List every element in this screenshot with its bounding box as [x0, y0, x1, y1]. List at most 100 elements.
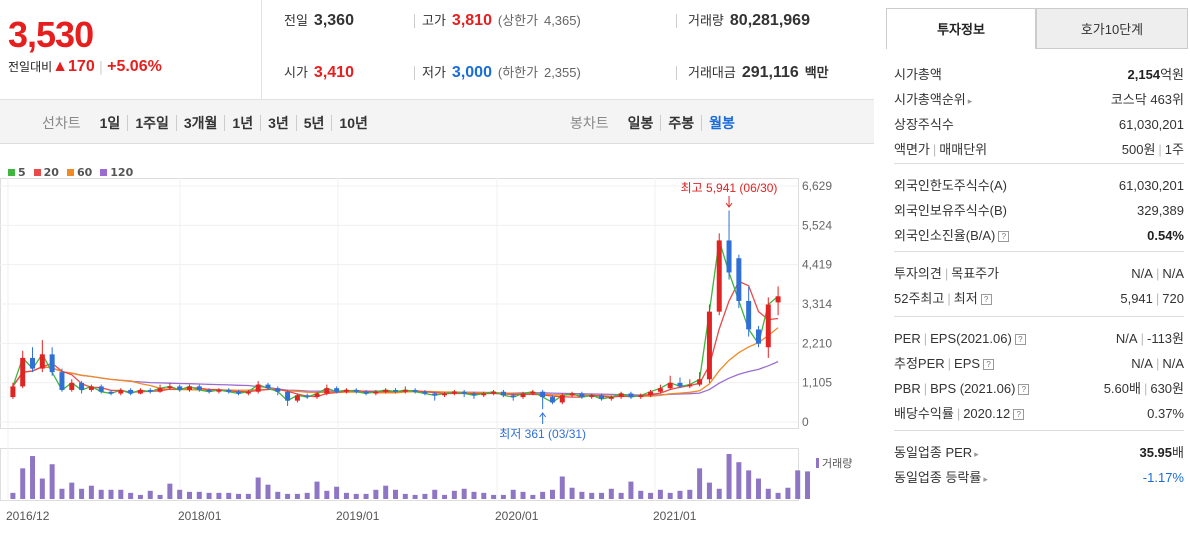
legend-swatch [66, 169, 74, 176]
valuation-section: PER | EPS(2021.06)? N/A | -113원 추정PER | EPS? N… [894, 326, 1184, 426]
candle-body [559, 395, 565, 403]
line-chart-periods: 선차트 1일 1주일 3개월 1년 3년 5년 10년 [42, 113, 375, 133]
volume-bar [118, 489, 124, 499]
volume-bar [451, 490, 457, 499]
help-icon[interactable]: ? [980, 294, 992, 305]
line-period-2[interactable]: 3개월 [175, 115, 225, 131]
open-price: 시가 3,410 [284, 64, 354, 81]
stock-chart[interactable]: 5 20 60 120 6,629 5,524 4,419 3,314 2,210 1,105 0… [0, 152, 874, 539]
foreign-limit-row: 외국인한도주식수(A) 61,030,201 [894, 178, 1184, 193]
candle-body [500, 391, 506, 396]
chevron-right-icon[interactable]: ▸ [983, 474, 988, 484]
candle-body [177, 386, 183, 390]
help-icon[interactable]: ? [1013, 409, 1025, 420]
candle-body [716, 240, 722, 312]
volume-bar [775, 492, 781, 499]
volume-bar [334, 486, 340, 499]
tab-order-book[interactable]: 호가10단계 [1036, 8, 1188, 49]
candle-body [461, 391, 467, 394]
volume-bar [353, 493, 359, 499]
candle-period-1[interactable]: 주봉 [660, 115, 702, 131]
volume-bar [559, 476, 565, 499]
volume-bar [236, 493, 242, 499]
legend-label: 5 [18, 166, 26, 179]
line-period-5[interactable]: 5년 [295, 115, 332, 131]
candle-body [481, 393, 487, 396]
candle-body [706, 311, 712, 380]
y-tick-label: 4,419 [802, 258, 832, 272]
volume-bar [402, 493, 408, 499]
volume-bar [196, 491, 202, 499]
volume-bar [167, 483, 173, 499]
y-tick-label: 3,314 [802, 297, 832, 311]
candle-body [88, 386, 94, 390]
candle-body [294, 395, 300, 401]
candle-body [579, 393, 585, 398]
tab-investment-info[interactable]: 투자정보 [886, 8, 1036, 49]
candle-body [775, 296, 781, 303]
volume-bar [226, 492, 232, 499]
legend-item-ma120: 120 [100, 166, 133, 179]
candle-body [530, 391, 536, 394]
candle-period-0[interactable]: 일봉 [627, 115, 654, 131]
line-period-6[interactable]: 10년 [331, 115, 375, 131]
line-period-3[interactable]: 1년 [224, 115, 261, 131]
volume-bar [599, 492, 605, 499]
y-tick-label: 2,210 [802, 336, 832, 350]
candle-body [599, 395, 605, 399]
candle-body [255, 384, 261, 392]
sector-per-row: 동일업종 PER ▸ 35.95배 [894, 445, 1184, 460]
volume-bar [510, 489, 516, 499]
help-icon[interactable]: ? [1018, 384, 1030, 395]
help-icon[interactable]: ? [1014, 334, 1026, 345]
legend-swatch [100, 169, 108, 176]
candle-body [304, 395, 310, 398]
market-cap-rank-row: 시가총액순위 ▸ 코스닥 463위 [894, 92, 1184, 107]
pbr-bps-row: PBR | BPS (2021.06)? 5.60배 | 630원 [894, 381, 1184, 396]
help-icon[interactable]: ? [983, 359, 995, 370]
help-icon[interactable]: ? [998, 231, 1010, 242]
candle-body [432, 393, 438, 396]
volume-bar [98, 489, 104, 499]
volume-bar [285, 493, 291, 499]
line-period-1[interactable]: 1주일 [127, 115, 176, 131]
candle-body [520, 393, 526, 398]
candle-body [10, 386, 16, 398]
volume-bar [128, 492, 134, 499]
candle-body [765, 304, 771, 348]
candle-body [343, 389, 349, 392]
volume-bar [608, 488, 614, 499]
volume-bar [432, 489, 438, 499]
candle-body [79, 382, 85, 390]
chevron-right-icon[interactable]: ▸ [974, 449, 979, 459]
volume-bar [343, 492, 349, 499]
change-percent: +5.06% [107, 58, 162, 75]
volume-bar [216, 492, 222, 499]
candle-period-2[interactable]: 월봉 [701, 115, 742, 131]
opinion-section: 투자의견 | 목표주가 N/A | N/A 52주최고 | 최저? 5,941 | 720 [894, 261, 1184, 311]
candle-body [608, 397, 614, 399]
volume-bar [697, 468, 703, 499]
min-price-annotation: 최저 361 (03/31) [499, 427, 586, 441]
per-eps-row: PER | EPS(2021.06)? N/A | -113원 [894, 331, 1184, 346]
volume-bar [20, 468, 26, 499]
candle-body [49, 354, 55, 373]
candle-body [648, 391, 654, 396]
volume-bar [373, 489, 379, 499]
candle-body [657, 388, 663, 392]
candle-body [755, 329, 761, 344]
y-tick-label: 6,629 [802, 179, 832, 193]
chevron-right-icon[interactable]: ▸ [967, 96, 973, 106]
candle-body [726, 240, 732, 273]
candle-body [746, 300, 752, 330]
line-period-0[interactable]: 1일 [99, 115, 121, 131]
legend-item-ma5: 5 [8, 166, 26, 179]
volume-bar [471, 491, 477, 499]
volume-bar [30, 456, 36, 499]
candle-body [540, 391, 546, 398]
candle-body [20, 357, 26, 387]
candle-body [275, 388, 281, 392]
legend-label: 60 [76, 166, 93, 179]
line-period-4[interactable]: 3년 [260, 115, 296, 131]
candle-body [618, 393, 624, 398]
